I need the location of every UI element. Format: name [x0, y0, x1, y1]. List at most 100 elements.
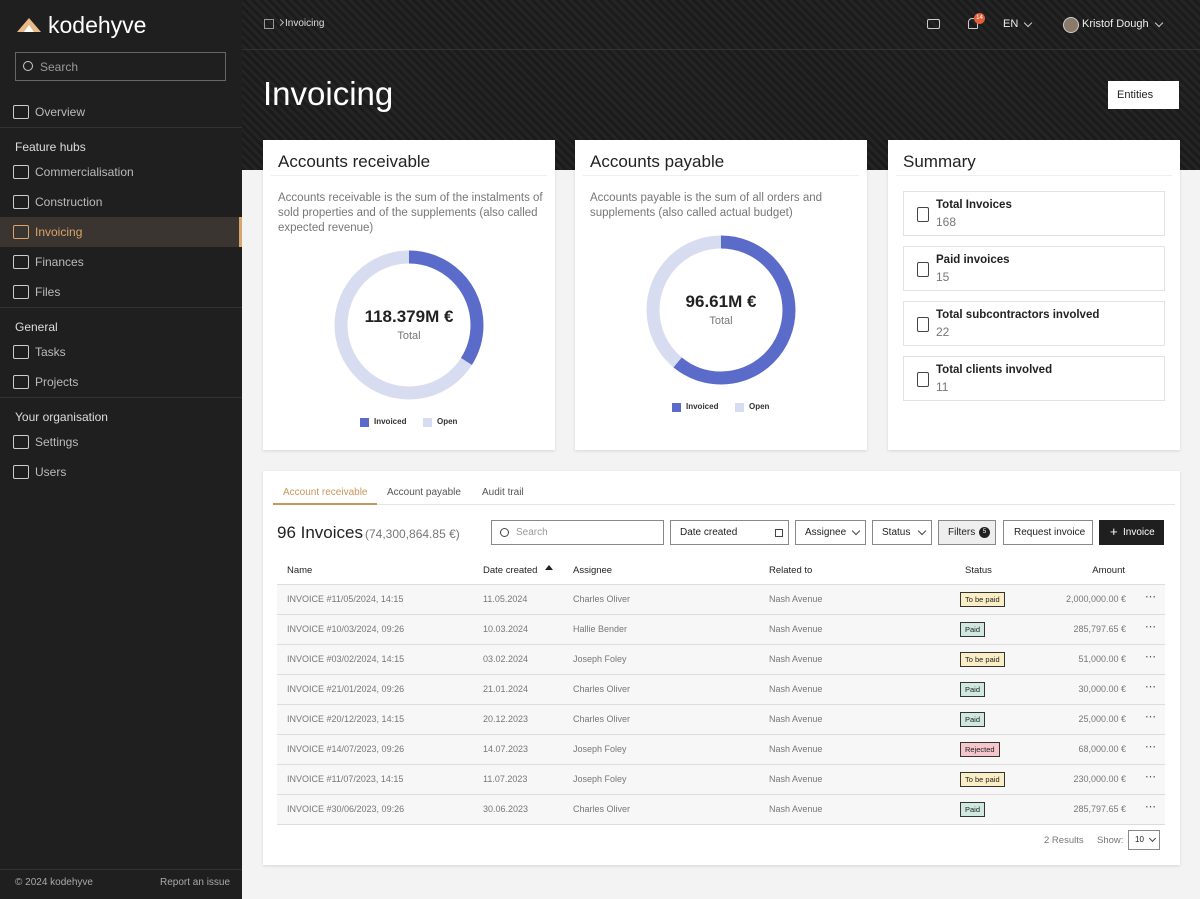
nav-item[interactable]: Projects [0, 367, 242, 397]
card: Accounts payable Accounts payable is the … [575, 140, 867, 450]
filters-button[interactable]: Filters 5 [938, 520, 996, 545]
table-row[interactable]: INVOICE #10/03/2024, 09:26 10.03.2024 Hall… [277, 615, 1165, 645]
card: Accounts receivable Accounts receivable i… [263, 140, 555, 450]
nav-item[interactable]: Finances [0, 247, 242, 277]
report-link[interactable]: Report an issue [160, 877, 231, 888]
notification-badge: 14 [974, 13, 985, 24]
status-badge: To be paid [960, 592, 1005, 607]
cell: Charles Oliver [573, 804, 631, 814]
table-row[interactable]: INVOICE #14/07/2023, 09:26 14.07.2023 Jose… [277, 735, 1165, 765]
page-size: 10 [1135, 835, 1144, 844]
cell: 30.06.2023 [483, 804, 529, 814]
filter-count: 5 [979, 527, 990, 538]
row-menu[interactable]: ⋯ [1145, 681, 1156, 693]
donut [646, 235, 796, 385]
nav-item[interactable]: Tasks [0, 337, 242, 367]
entities-button[interactable]: Entities [1108, 81, 1179, 109]
amount: 2,000,000.00 € [1065, 594, 1126, 604]
donut-total-label: Total [397, 330, 421, 342]
status-badge: To be paid [960, 652, 1005, 667]
legend-label: Open [749, 402, 770, 411]
cell: INVOICE #11/07/2023, 14:15 [287, 774, 404, 784]
search-input[interactable]: Search [491, 520, 664, 545]
nav-label: Tasks [35, 345, 66, 359]
row-menu[interactable]: ⋯ [1145, 711, 1156, 723]
chat-icon[interactable] [927, 19, 940, 29]
summary-icon [917, 317, 929, 332]
divider [0, 307, 242, 308]
nav-item[interactable]: Users [0, 457, 242, 487]
nav-label: Commercialisation [35, 165, 134, 179]
row-menu[interactable]: ⋯ [1145, 651, 1156, 663]
donut-total: 96.61M € [685, 292, 757, 311]
cell: 20.12.2023 [483, 714, 529, 724]
header-line [277, 584, 1165, 585]
cell: Charles Oliver [573, 714, 631, 724]
add-invoice-button[interactable]: + Invoice [1099, 520, 1164, 545]
table-row[interactable]: INVOICE #20/12/2023, 14:15 20.12.2023 Char… [277, 705, 1165, 735]
cell: Charles Oliver [573, 594, 631, 604]
nav-item[interactable]: Construction [0, 187, 242, 217]
nav-icon [13, 345, 29, 359]
tab[interactable]: Account receivable [283, 487, 368, 498]
status-filter[interactable]: Status [872, 520, 932, 545]
column-header[interactable]: Related to [769, 565, 813, 576]
sidebar [0, 0, 242, 899]
label: Assignee [805, 527, 847, 538]
nav-item[interactable]: Files [0, 277, 242, 307]
row-menu[interactable]: ⋯ [1145, 621, 1156, 633]
nav-item[interactable]: Overview [0, 97, 242, 127]
table-row[interactable]: INVOICE #30/06/2023, 09:26 30.06.2023 Char… [277, 795, 1165, 825]
nav-icon [13, 435, 29, 449]
column-header[interactable]: Amount [1092, 565, 1125, 576]
table-row[interactable]: INVOICE #03/02/2024, 14:15 03.02.2024 Jose… [277, 645, 1165, 675]
row-menu[interactable]: ⋯ [1145, 771, 1156, 783]
search-placeholder: Search [516, 527, 548, 538]
logo-icon [17, 18, 41, 32]
table-row[interactable]: INVOICE #21/01/2024, 09:26 21.01.2024 Char… [277, 675, 1165, 705]
search-box[interactable]: Search [15, 52, 226, 81]
cell: Joseph Foley [573, 744, 627, 754]
table-row[interactable]: INVOICE #11/05/2024, 14:15 11.05.2024 Char… [277, 585, 1165, 615]
row-menu[interactable]: ⋯ [1145, 741, 1156, 753]
page-size-select[interactable]: 10 [1128, 830, 1160, 850]
tab[interactable]: Audit trail [482, 487, 524, 498]
status-badge: Paid [960, 682, 986, 697]
cell: INVOICE #20/12/2023, 14:15 [287, 714, 405, 724]
status-badge: Paid [960, 802, 986, 817]
amount: 285,797.65 € [1073, 624, 1126, 634]
column-header[interactable]: Status [965, 565, 992, 576]
nav-icon [13, 225, 29, 239]
cell: Nash Avenue [769, 744, 823, 754]
divider [0, 127, 242, 128]
user-name[interactable]: Kristof Dough [1082, 18, 1149, 30]
request-button[interactable]: Request invoice [1003, 520, 1093, 545]
table-row[interactable]: INVOICE #11/07/2023, 14:15 11.07.2023 Jose… [277, 765, 1165, 795]
summary-icon [917, 207, 929, 222]
avatar [1063, 17, 1079, 33]
language[interactable]: EN [1003, 18, 1019, 30]
row-menu[interactable]: ⋯ [1145, 591, 1156, 603]
cell: Nash Avenue [769, 654, 823, 664]
column-header[interactable]: Assignee [573, 565, 613, 576]
nav-item[interactable]: Settings [0, 427, 242, 457]
brand: kodehyve [48, 12, 147, 38]
footer-divider [0, 869, 242, 870]
column-header[interactable]: Name [287, 565, 313, 576]
row-menu[interactable]: ⋯ [1145, 801, 1156, 813]
legend-swatch [423, 418, 432, 427]
nav-item[interactable]: Commercialisation [0, 157, 242, 187]
tab[interactable]: Account payable [387, 487, 461, 498]
assignee-filter[interactable]: Assignee [795, 520, 866, 545]
home-icon[interactable] [264, 19, 274, 29]
label: Invoice [1123, 527, 1155, 538]
summary-value: 11 [936, 380, 949, 394]
date-filter[interactable]: Date created [670, 520, 789, 545]
amount: 30,000.00 € [1078, 684, 1126, 694]
nav-item[interactable]: Invoicing [0, 217, 242, 247]
cell: Hallie Bender [573, 624, 628, 634]
nav-section-title: General [15, 320, 58, 334]
cell: Nash Avenue [769, 624, 823, 634]
column-header[interactable]: Date created [483, 565, 538, 576]
cell: Joseph Foley [573, 774, 627, 784]
